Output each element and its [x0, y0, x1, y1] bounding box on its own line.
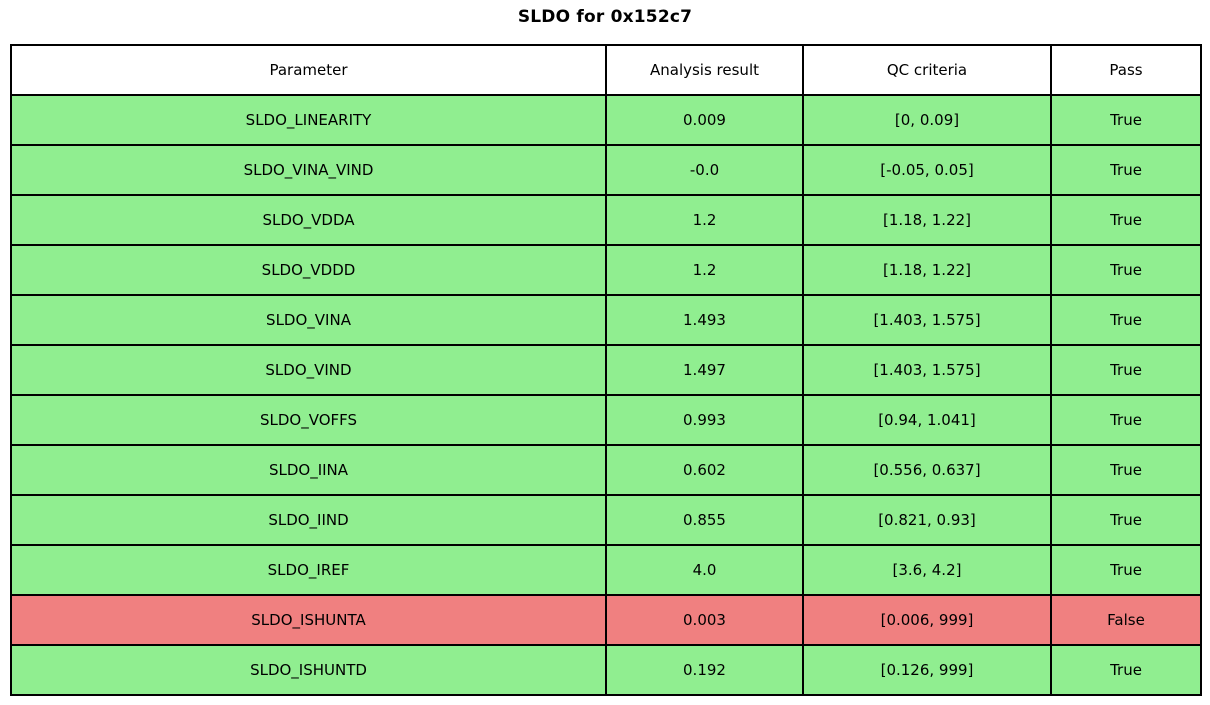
table-row: SLDO_LINEARITY 0.009 [0, 0.09] True	[10, 94, 1202, 146]
table-row: SLDO_VDDD 1.2 [1.18, 1.22] True	[10, 244, 1202, 296]
cell-analysis-result: 1.497	[605, 344, 804, 396]
cell-pass: True	[1050, 544, 1202, 596]
cell-pass: True	[1050, 644, 1202, 696]
qc-results-table: Parameter Analysis result QC criteria Pa…	[10, 44, 1202, 696]
table-row: SLDO_IINA 0.602 [0.556, 0.637] True	[10, 444, 1202, 496]
cell-parameter: SLDO_LINEARITY	[10, 94, 607, 146]
table-row: SLDO_VINA_VIND -0.0 [-0.05, 0.05] True	[10, 144, 1202, 196]
cell-pass: True	[1050, 294, 1202, 346]
page-title: SLDO for 0x152c7	[517, 7, 693, 27]
table-row: SLDO_ISHUNTA 0.003 [0.006, 999] False	[10, 594, 1202, 646]
table-body: SLDO_LINEARITY 0.009 [0, 0.09] True SLDO…	[10, 94, 1202, 696]
cell-parameter: SLDO_ISHUNTD	[10, 644, 607, 696]
cell-qc-criteria: [-0.05, 0.05]	[802, 144, 1052, 196]
cell-qc-criteria: [1.18, 1.22]	[802, 244, 1052, 296]
cell-parameter: SLDO_VOFFS	[10, 394, 607, 446]
table-row: SLDO_IREF 4.0 [3.6, 4.2] True	[10, 544, 1202, 596]
cell-parameter: SLDO_VINA_VIND	[10, 144, 607, 196]
cell-analysis-result: 1.493	[605, 294, 804, 346]
table-row: SLDO_VINA 1.493 [1.403, 1.575] True	[10, 294, 1202, 346]
table-row: SLDO_IIND 0.855 [0.821, 0.93] True	[10, 494, 1202, 546]
header-row: Parameter Analysis result QC criteria Pa…	[10, 44, 1202, 96]
table-row: SLDO_ISHUNTD 0.192 [0.126, 999] True	[10, 644, 1202, 696]
column-header-qc-criteria: QC criteria	[802, 44, 1052, 96]
cell-pass: True	[1050, 344, 1202, 396]
cell-pass: True	[1050, 94, 1202, 146]
cell-parameter: SLDO_IREF	[10, 544, 607, 596]
cell-qc-criteria: [1.403, 1.575]	[802, 294, 1052, 346]
cell-parameter: SLDO_VDDA	[10, 194, 607, 246]
cell-analysis-result: 4.0	[605, 544, 804, 596]
cell-qc-criteria: [1.403, 1.575]	[802, 344, 1052, 396]
cell-qc-criteria: [0.556, 0.637]	[802, 444, 1052, 496]
cell-analysis-result: 0.602	[605, 444, 804, 496]
cell-analysis-result: 0.192	[605, 644, 804, 696]
cell-parameter: SLDO_VINA	[10, 294, 607, 346]
table-row: SLDO_VDDA 1.2 [1.18, 1.22] True	[10, 194, 1202, 246]
cell-analysis-result: -0.0	[605, 144, 804, 196]
cell-pass: True	[1050, 244, 1202, 296]
cell-pass: True	[1050, 194, 1202, 246]
table-row: SLDO_VIND 1.497 [1.403, 1.575] True	[10, 344, 1202, 396]
cell-parameter: SLDO_ISHUNTA	[10, 594, 607, 646]
table-row: SLDO_VOFFS 0.993 [0.94, 1.041] True	[10, 394, 1202, 446]
column-header-pass: Pass	[1050, 44, 1202, 96]
cell-pass: True	[1050, 444, 1202, 496]
cell-pass: True	[1050, 494, 1202, 546]
cell-qc-criteria: [0.126, 999]	[802, 644, 1052, 696]
cell-parameter: SLDO_IINA	[10, 444, 607, 496]
cell-pass: True	[1050, 144, 1202, 196]
column-header-analysis-result: Analysis result	[605, 44, 804, 96]
cell-pass: False	[1050, 594, 1202, 646]
cell-qc-criteria: [3.6, 4.2]	[802, 544, 1052, 596]
cell-parameter: SLDO_VIND	[10, 344, 607, 396]
cell-analysis-result: 0.003	[605, 594, 804, 646]
cell-analysis-result: 1.2	[605, 244, 804, 296]
cell-analysis-result: 0.993	[605, 394, 804, 446]
column-header-parameter: Parameter	[10, 44, 607, 96]
cell-analysis-result: 0.855	[605, 494, 804, 546]
cell-analysis-result: 0.009	[605, 94, 804, 146]
cell-parameter: SLDO_VDDD	[10, 244, 607, 296]
cell-qc-criteria: [0, 0.09]	[802, 94, 1052, 146]
cell-qc-criteria: [0.821, 0.93]	[802, 494, 1052, 546]
cell-analysis-result: 1.2	[605, 194, 804, 246]
cell-qc-criteria: [0.94, 1.041]	[802, 394, 1052, 446]
cell-qc-criteria: [0.006, 999]	[802, 594, 1052, 646]
cell-pass: True	[1050, 394, 1202, 446]
cell-parameter: SLDO_IIND	[10, 494, 607, 546]
cell-qc-criteria: [1.18, 1.22]	[802, 194, 1052, 246]
